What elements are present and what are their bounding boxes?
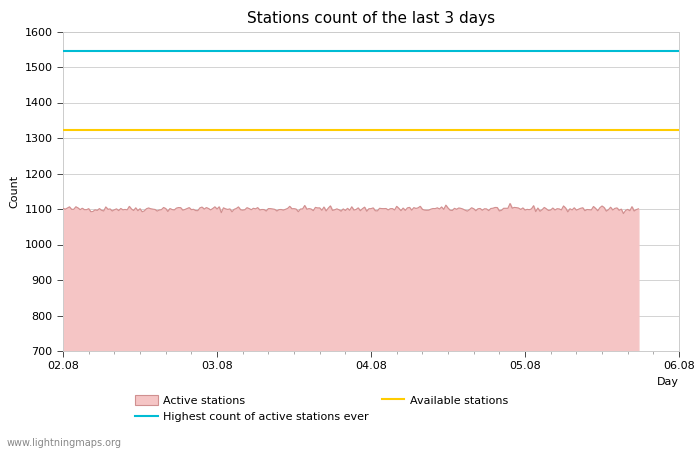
Text: Day: Day <box>657 377 679 387</box>
Legend: Active stations, Highest count of active stations ever, Available stations: Active stations, Highest count of active… <box>135 395 508 422</box>
Title: Stations count of the last 3 days: Stations count of the last 3 days <box>247 11 495 26</box>
Text: www.lightningmaps.org: www.lightningmaps.org <box>7 438 122 448</box>
Y-axis label: Count: Count <box>9 175 19 208</box>
